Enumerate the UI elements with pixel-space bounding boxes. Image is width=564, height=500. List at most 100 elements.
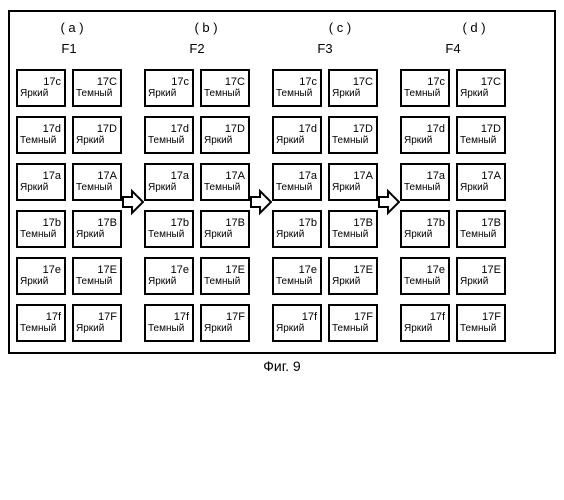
cell-value: Яркий	[274, 136, 320, 147]
cell: 17aТемный	[272, 163, 322, 201]
cell: 17fЯркий	[272, 304, 322, 342]
cell-value: Темный	[18, 136, 64, 147]
cell-value: Яркий	[18, 183, 64, 194]
frame-label: F4	[400, 41, 506, 56]
arrow-icon	[250, 168, 272, 216]
cell-id: 17B	[202, 218, 248, 230]
cell-value: Темный	[202, 89, 248, 100]
cell: 17DЯркий	[72, 116, 122, 154]
cell-id: 17A	[458, 171, 504, 183]
cell-id: 17A	[330, 171, 376, 183]
cell-row: 17bТемный 17BЯркий	[144, 210, 250, 248]
cell-id: 17e	[146, 265, 192, 277]
cell-id: 17E	[74, 265, 120, 277]
cell: 17aЯркий	[144, 163, 194, 201]
cell: 17EТемный	[200, 257, 250, 295]
cell-id: 17A	[202, 171, 248, 183]
cell-id: 17B	[330, 218, 376, 230]
cell: 17dЯркий	[272, 116, 322, 154]
cell: 17FТемный	[328, 304, 378, 342]
cell-id: 17c	[18, 77, 64, 89]
cell: 17BЯркий	[72, 210, 122, 248]
cell-row: 17fЯркий17FТемный	[272, 304, 378, 342]
cell: 17cЯркий	[16, 69, 66, 107]
frame-label: F1	[16, 41, 122, 56]
cell-id: 17b	[146, 218, 192, 230]
cell-value: Яркий	[330, 89, 376, 100]
cell-row: 17fТемный17FЯркий	[16, 304, 122, 342]
cell: 17DТемный	[456, 116, 506, 154]
cell-id: 17b	[402, 218, 448, 230]
cell-id: 17D	[202, 124, 248, 136]
cell-row: 17dТемный17DЯркий	[144, 116, 250, 154]
cell-id: 17C	[202, 77, 248, 89]
cell-row: 17dЯркий17DТемный	[272, 116, 378, 154]
cell-row: 17aТемный17AЯркий	[400, 163, 506, 201]
cell-id: 17F	[330, 312, 376, 324]
cell-id: 17E	[202, 265, 248, 277]
cell-id: 17d	[146, 124, 192, 136]
cell-id: 17e	[402, 265, 448, 277]
cell-row: 17dЯркий17DТемный	[400, 116, 506, 154]
cell-value: Темный	[74, 183, 120, 194]
cell-id: 17c	[402, 77, 448, 89]
cell: 17eЯркий	[144, 257, 194, 295]
cell-value: Яркий	[202, 324, 248, 335]
cell-row: 17cЯркий17CТемный	[144, 69, 250, 107]
cell: 17CТемный	[72, 69, 122, 107]
cell-row: 17bТемный17BЯркий	[16, 210, 122, 248]
cell-id: 17b	[274, 218, 320, 230]
cell-id: 17a	[274, 171, 320, 183]
cell: 17eЯркий	[16, 257, 66, 295]
cell-value: Темный	[274, 89, 320, 100]
cell-row: 17aЯркий17AТемный	[144, 163, 250, 201]
cell-id: 17E	[458, 265, 504, 277]
cell-value: Темный	[146, 230, 192, 241]
cell-value: Темный	[402, 183, 448, 194]
cell-value: Яркий	[402, 324, 448, 335]
cell-value: Темный	[18, 324, 64, 335]
cell-value: Темный	[74, 89, 120, 100]
cell-value: Яркий	[74, 230, 120, 241]
cell: 17aТемный	[400, 163, 450, 201]
cell-id: 17D	[458, 124, 504, 136]
cell-value: Темный	[202, 277, 248, 288]
cell-id: 17f	[18, 312, 64, 324]
cell-value: Яркий	[274, 324, 320, 335]
frame-column-F2: F217cЯркий17CТемный17dТемный17DЯркий17aЯ…	[144, 41, 250, 342]
cell-row: 17cЯркий17CТемный	[16, 69, 122, 107]
top-label-c: ( c )	[284, 20, 396, 35]
cell-value: Темный	[330, 324, 376, 335]
cell-value: Яркий	[146, 277, 192, 288]
cell-id: 17d	[402, 124, 448, 136]
cell: 17fТемный	[144, 304, 194, 342]
figure-container: ( a ) ( b ) ( c ) ( d ) F117cЯркий17CТем…	[0, 0, 564, 378]
cell: 17EЯркий	[328, 257, 378, 295]
cell-id: 17E	[330, 265, 376, 277]
cell-value: Яркий	[202, 230, 248, 241]
cell: 17CЯркий	[328, 69, 378, 107]
cell-value: Яркий	[146, 89, 192, 100]
cell-row: 17dТемный17DЯркий	[16, 116, 122, 154]
cell: 17DТемный	[328, 116, 378, 154]
cell-id: 17D	[330, 124, 376, 136]
columns-container: F117cЯркий17CТемный17dТемный17DЯркий17aЯ…	[16, 41, 548, 342]
cell: 17AТемный	[200, 163, 250, 201]
frame-label: F2	[144, 41, 250, 56]
cell: 17AЯркий	[456, 163, 506, 201]
cell-value: Темный	[402, 89, 448, 100]
cell-id: 17f	[146, 312, 192, 324]
cell: 17BТемный	[456, 210, 506, 248]
top-label-a: ( a )	[16, 20, 128, 35]
cell: 17CТемный	[200, 69, 250, 107]
frame-column-F4: F417cТемный17CЯркий17dЯркий17DТемный17aТ…	[400, 41, 506, 342]
cell-id: 17F	[458, 312, 504, 324]
cell-id: 17C	[458, 77, 504, 89]
cell-row: 17fЯркий17FТемный	[400, 304, 506, 342]
cell-value: Темный	[402, 277, 448, 288]
cell: 17DЯркий	[200, 116, 250, 154]
cell: 17cТемный	[272, 69, 322, 107]
frame-label: F3	[272, 41, 378, 56]
cell-value: Яркий	[402, 230, 448, 241]
figure-caption: Фиг. 9	[8, 358, 556, 374]
